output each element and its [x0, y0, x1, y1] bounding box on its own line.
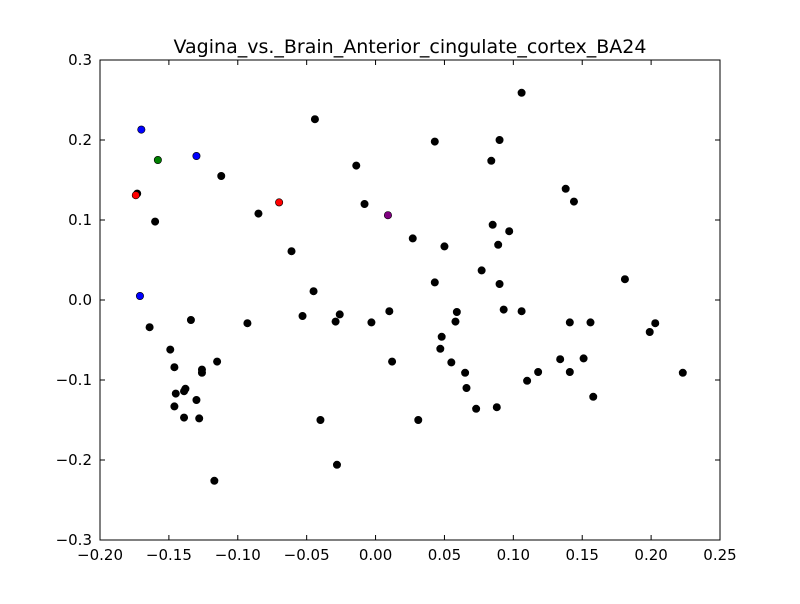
- scatter-point: [153, 156, 162, 165]
- y-tick-label: −0.3: [56, 531, 92, 549]
- scatter-point: [414, 415, 423, 424]
- scatter-point: [487, 156, 496, 165]
- scatter-point: [451, 317, 460, 326]
- scatter-point: [385, 307, 394, 316]
- plot-area-frame: [99, 59, 721, 541]
- scatter-point: [447, 358, 456, 367]
- scatter-point: [586, 318, 595, 327]
- scatter-point: [517, 88, 526, 97]
- scatter-point: [388, 357, 397, 366]
- scatter-point: [192, 395, 201, 404]
- scatter-point: [287, 247, 296, 256]
- scatter-point: [197, 368, 206, 377]
- x-tick-label: −0.10: [215, 546, 261, 564]
- scatter-point: [367, 318, 376, 327]
- scatter-point: [430, 137, 439, 146]
- y-tick-label: −0.2: [56, 451, 92, 469]
- scatter-point: [135, 291, 144, 300]
- scatter-point: [332, 460, 341, 469]
- scatter-point: [180, 413, 189, 422]
- scatter-point: [651, 319, 660, 328]
- scatter-point: [310, 115, 319, 124]
- scatter-point: [461, 368, 470, 377]
- scatter-point: [145, 323, 154, 332]
- scatter-point: [645, 327, 654, 336]
- scatter-point: [437, 332, 446, 341]
- scatter-point: [430, 278, 439, 287]
- scatter-point: [254, 209, 263, 218]
- scatter-point: [462, 383, 471, 392]
- y-tick-label: 0.0: [68, 291, 92, 309]
- scatter-point: [569, 197, 578, 206]
- scatter-point: [495, 279, 504, 288]
- x-tick-label: 0.20: [634, 546, 667, 564]
- scatter-point: [589, 392, 598, 401]
- scatter-point: [360, 200, 369, 209]
- x-tick-label: −0.05: [284, 546, 330, 564]
- scatter-point: [495, 136, 504, 145]
- x-tick-label: 0.25: [703, 546, 736, 564]
- scatter-point: [565, 318, 574, 327]
- scatter-point: [440, 242, 449, 251]
- scatter-point: [452, 307, 461, 316]
- scatter-point: [131, 191, 140, 200]
- scatter-point: [561, 184, 570, 193]
- scatter-point: [523, 376, 532, 385]
- scatter-point: [170, 363, 179, 372]
- scatter-point: [166, 345, 175, 354]
- y-tick-label: 0.2: [68, 131, 92, 149]
- scatter-point: [472, 404, 481, 413]
- scatter-point: [137, 125, 146, 134]
- scatter-point: [383, 211, 392, 220]
- scatter-point: [505, 227, 514, 236]
- x-tick-label: 0.05: [428, 546, 461, 564]
- scatter-point: [579, 354, 588, 363]
- scatter-point: [243, 319, 252, 328]
- x-tick-label: 0.10: [497, 546, 530, 564]
- scatter-point: [534, 367, 543, 376]
- scatter-point: [488, 220, 497, 229]
- data-points: [131, 88, 687, 485]
- scatter-point: [309, 287, 318, 296]
- chart-title: Vagina_vs._Brain_Anterior_cingulate_cort…: [174, 36, 647, 58]
- scatter-point: [517, 307, 526, 316]
- scatter-point: [556, 355, 565, 364]
- scatter-point: [275, 198, 284, 207]
- axis-ticks: −0.20 −0.15 −0.10 −0.05 0.00 0.05 0.10 0.15 0.20…: [56, 51, 737, 564]
- scatter-point: [298, 311, 307, 320]
- scatter-point: [499, 305, 508, 314]
- scatter-point: [192, 152, 201, 161]
- scatter-point: [436, 344, 445, 353]
- scatter-point: [492, 403, 501, 412]
- scatter-point: [316, 415, 325, 424]
- scatter-point: [331, 317, 340, 326]
- x-tick-label: 0.00: [359, 546, 392, 564]
- scatter-point: [151, 217, 160, 226]
- scatter-point: [494, 240, 503, 249]
- scatter-point: [565, 367, 574, 376]
- scatter-point: [195, 414, 204, 423]
- y-tick-label: 0.1: [68, 211, 92, 229]
- scatter-point: [217, 172, 226, 181]
- scatter-point: [181, 384, 190, 393]
- scatter-point: [620, 275, 629, 284]
- y-tick-label: −0.1: [56, 371, 92, 389]
- scatter-point: [170, 402, 179, 411]
- scatter-point: [213, 357, 222, 366]
- scatter-point: [171, 389, 180, 398]
- y-tick-label: 0.3: [68, 51, 92, 69]
- scatter-point: [678, 368, 687, 377]
- scatter-point: [477, 266, 486, 275]
- x-tick-label: 0.15: [566, 546, 599, 564]
- scatter-point: [210, 476, 219, 485]
- scatter-point: [352, 161, 361, 170]
- scatter-point: [408, 234, 417, 243]
- x-tick-label: −0.15: [146, 546, 192, 564]
- scatter-point: [335, 310, 344, 319]
- scatter-point: [186, 315, 195, 324]
- x-tick-label: −0.20: [77, 546, 123, 564]
